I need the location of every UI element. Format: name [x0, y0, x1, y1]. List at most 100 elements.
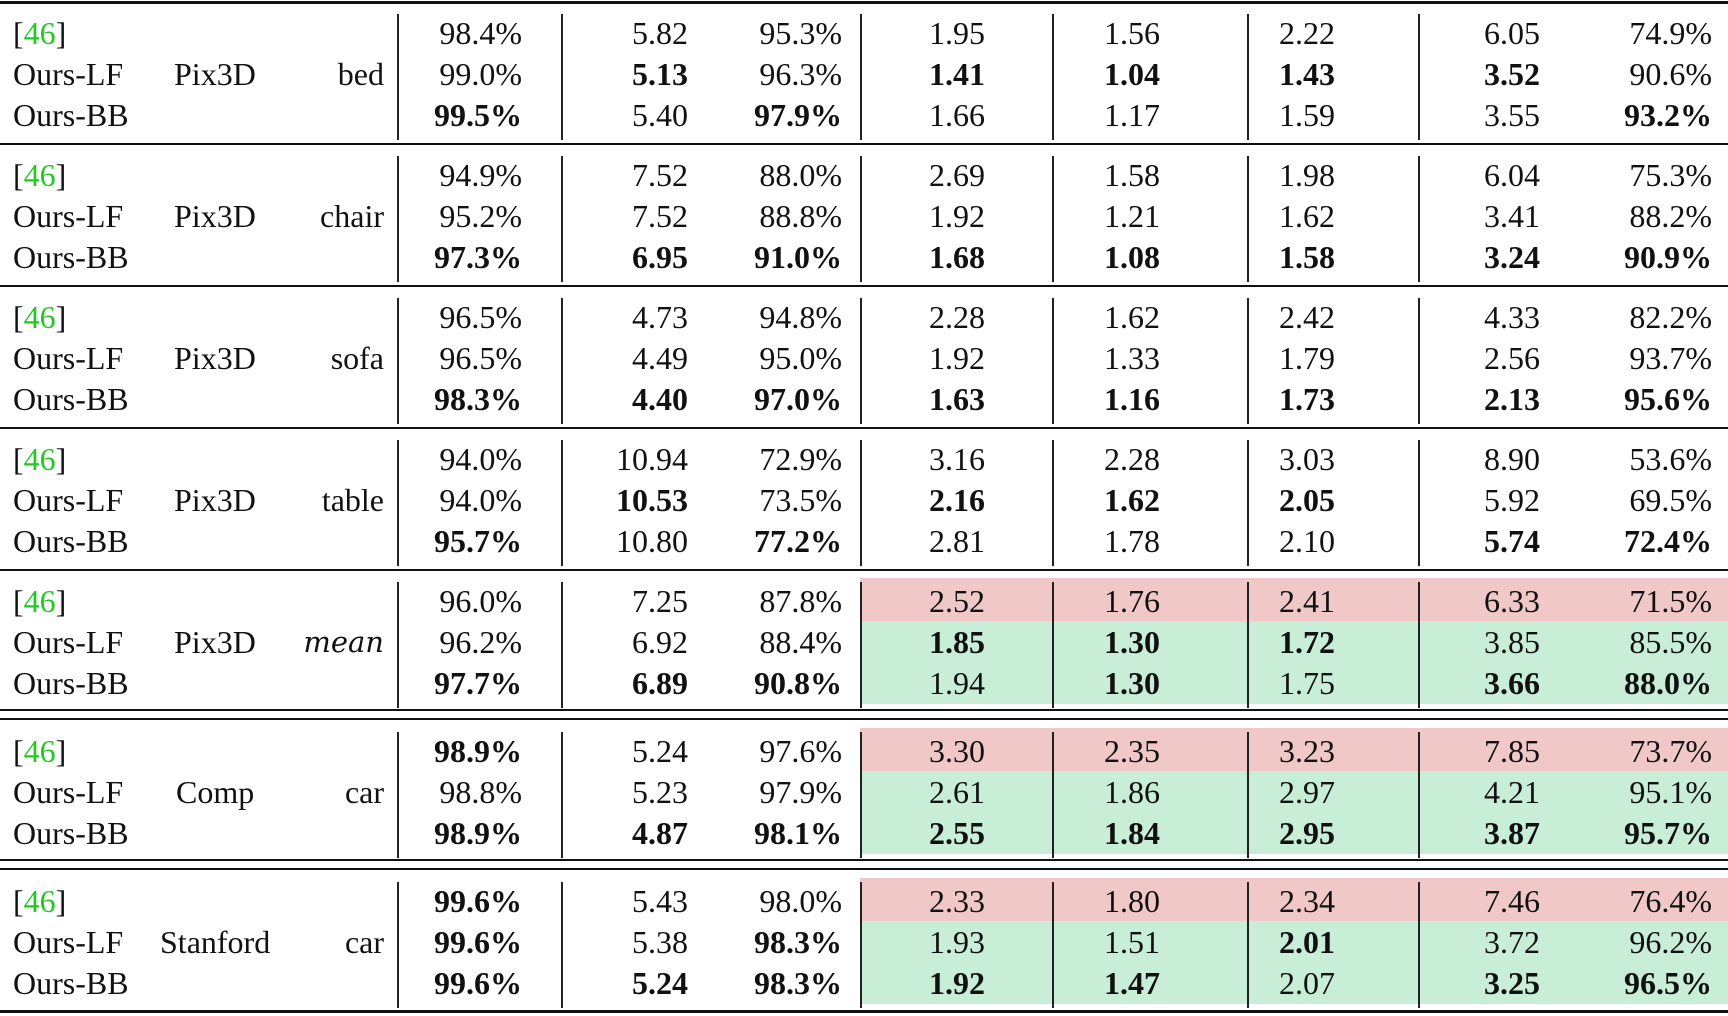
metric-value: 2.56	[1484, 340, 1540, 376]
metric-value: 2.10	[1279, 523, 1335, 559]
citation-link[interactable]: [46]	[13, 299, 67, 335]
metric-value: 1.86	[1104, 774, 1160, 810]
citation-link[interactable]: [46]	[13, 15, 67, 51]
metric-value: 1.62	[1104, 482, 1160, 518]
citation-number[interactable]: 46	[23, 583, 56, 619]
dataset-label: Pix3D	[174, 56, 256, 92]
metric-value: 10.53	[616, 482, 688, 518]
column-separator	[860, 440, 862, 566]
metric-value: 95.6%	[1624, 381, 1712, 417]
metric-value: 3.16	[929, 441, 985, 477]
metric-value: 7.25	[632, 583, 688, 619]
metric-value: 95.0%	[759, 340, 842, 376]
metric-value: 1.93	[929, 924, 985, 960]
metric-value: 1.30	[1104, 624, 1160, 660]
metric-value: 88.8%	[759, 198, 842, 234]
metric-value: 3.24	[1484, 239, 1540, 275]
metric-value: 1.66	[929, 97, 985, 133]
column-separator	[860, 582, 862, 708]
citation-link[interactable]: [46]	[13, 583, 67, 619]
citation-number[interactable]: 46	[23, 883, 56, 919]
metric-value: 94.0%	[439, 441, 522, 477]
column-separator	[1247, 582, 1249, 708]
metric-value: 2.41	[1279, 583, 1335, 619]
citation-number[interactable]: 46	[23, 15, 56, 51]
metric-value: 88.2%	[1629, 198, 1712, 234]
citation-number[interactable]: 46	[23, 157, 56, 193]
metric-value: 77.2%	[754, 523, 842, 559]
metric-value: 2.55	[929, 815, 985, 851]
column-separator	[1247, 732, 1249, 858]
metric-value: 5.40	[632, 97, 688, 133]
metric-value: 4.87	[632, 815, 688, 851]
column-separator	[397, 14, 399, 140]
metric-value: 94.0%	[439, 482, 522, 518]
metric-value: 6.92	[632, 624, 688, 660]
metric-value: 3.85	[1484, 624, 1540, 660]
metric-value: 69.5%	[1629, 482, 1712, 518]
metric-value: 2.97	[1279, 774, 1335, 810]
category-label: car	[344, 924, 384, 960]
column-separator	[1418, 732, 1420, 858]
metric-value: 98.3%	[754, 965, 842, 1001]
column-separator	[1052, 156, 1054, 282]
column-separator	[1052, 732, 1054, 858]
column-separator	[1418, 298, 1420, 424]
metric-value: 5.24	[632, 965, 688, 1001]
metric-value: 7.52	[632, 198, 688, 234]
category-label: car	[344, 774, 384, 810]
column-separator	[860, 14, 862, 140]
metric-value: 2.35	[1104, 733, 1160, 769]
citation-number[interactable]: 46	[23, 441, 56, 477]
citation-link[interactable]: [46]	[13, 883, 67, 919]
metric-value: 10.80	[616, 523, 688, 559]
method-label: Ours-BB	[13, 815, 129, 851]
metric-value: 95.2%	[439, 198, 522, 234]
horizontal-rule	[0, 569, 1728, 571]
metric-value: 1.62	[1279, 198, 1335, 234]
metric-value: 95.7%	[434, 523, 522, 559]
citation-link[interactable]: [46]	[13, 157, 67, 193]
metric-value: 3.52	[1484, 56, 1540, 92]
metric-value: 4.33	[1484, 299, 1540, 335]
dataset-label: Pix3D	[174, 340, 256, 376]
column-separator	[397, 732, 399, 858]
metric-value: 3.87	[1484, 815, 1540, 851]
metric-value: 4.73	[632, 299, 688, 335]
citation-number[interactable]: 46	[23, 299, 56, 335]
column-separator	[1247, 298, 1249, 424]
metric-value: 1.59	[1279, 97, 1335, 133]
metric-value: 6.05	[1484, 15, 1540, 51]
metric-value: 1.47	[1104, 965, 1160, 1001]
metric-value: 1.92	[929, 340, 985, 376]
metric-value: 88.0%	[1624, 665, 1712, 701]
metric-value: 3.25	[1484, 965, 1540, 1001]
metric-value: 96.5%	[439, 340, 522, 376]
metric-value: 2.07	[1279, 965, 1335, 1001]
metric-value: 8.90	[1484, 441, 1540, 477]
metric-value: 75.3%	[1629, 157, 1712, 193]
metric-value: 5.13	[632, 56, 688, 92]
citation-number[interactable]: 46	[23, 733, 56, 769]
metric-value: 5.74	[1484, 523, 1540, 559]
column-separator	[1247, 882, 1249, 1008]
metric-value: 99.6%	[434, 883, 522, 919]
column-separator	[860, 298, 862, 424]
metric-value: 96.5%	[1624, 965, 1712, 1001]
column-separator	[1052, 882, 1054, 1008]
metric-value: 91.0%	[754, 239, 842, 275]
metric-value: 6.89	[632, 665, 688, 701]
citation-link[interactable]: [46]	[13, 441, 67, 477]
metric-value: 2.95	[1279, 815, 1335, 851]
dataset-label: Pix3D	[174, 482, 256, 518]
metric-value: 5.38	[632, 924, 688, 960]
metric-value: 98.8%	[439, 774, 522, 810]
metric-value: 97.7%	[434, 665, 522, 701]
column-separator	[561, 440, 563, 566]
column-separator	[1247, 14, 1249, 140]
method-label: Ours-LF	[13, 774, 124, 810]
metric-value: 97.3%	[434, 239, 522, 275]
better-highlight	[860, 771, 1728, 854]
citation-link[interactable]: [46]	[13, 733, 67, 769]
metric-value: 98.4%	[439, 15, 522, 51]
